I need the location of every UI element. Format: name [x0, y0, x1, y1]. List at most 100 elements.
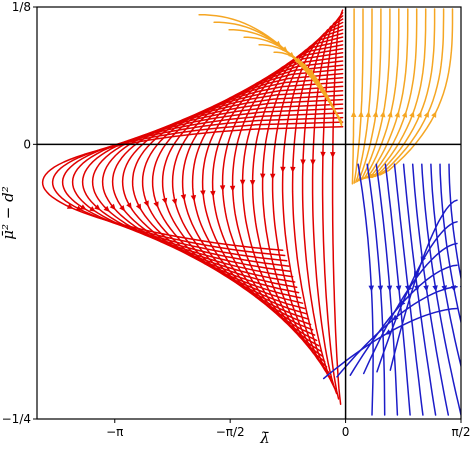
- streamline: [448, 163, 461, 282]
- flow-arrow: [320, 151, 326, 158]
- flow-arrow: [200, 190, 206, 197]
- flow-arrow: [377, 285, 384, 292]
- flow-arrow: [143, 200, 149, 207]
- streamline: [362, 242, 458, 375]
- flow-arrow: [423, 111, 429, 118]
- flow-arrow: [392, 314, 399, 321]
- streamline: [365, 8, 427, 179]
- flow-arrow: [270, 173, 276, 180]
- flow-arrow: [301, 63, 308, 70]
- streamline: [430, 163, 461, 369]
- flow-arrow: [219, 185, 226, 192]
- flow-arrow: [180, 194, 187, 201]
- streamline: [363, 8, 418, 179]
- flow-arrow: [330, 152, 336, 159]
- flow-arrow: [432, 285, 438, 292]
- flow-arrow: [260, 173, 266, 180]
- flow-arrow: [249, 180, 256, 187]
- streamline: [273, 51, 343, 127]
- flow-arrow: [386, 285, 393, 292]
- flow-arrow: [350, 110, 357, 117]
- flow-arrow: [406, 285, 413, 292]
- streamline: [281, 25, 344, 379]
- streamline: [311, 15, 344, 395]
- reference-lines: [37, 7, 461, 419]
- streamline: [370, 8, 454, 176]
- streamline: [351, 8, 355, 185]
- flow-arrow: [280, 166, 286, 173]
- flow-arrow: [210, 190, 216, 197]
- flow-arrow: [365, 110, 371, 118]
- flow-arrow: [450, 285, 457, 292]
- flow-arrow: [89, 206, 96, 212]
- streamline: [71, 112, 344, 267]
- x-tick-label: 0: [342, 425, 350, 439]
- streamline: [61, 116, 344, 262]
- streamline: [261, 32, 344, 368]
- streamline: [439, 163, 461, 326]
- streamline: [368, 8, 445, 177]
- axis-ticks: −π −π/2 0 π/2 1/8 0 −1/4: [2, 0, 471, 439]
- flow-arrow: [308, 68, 314, 76]
- flow-arrow: [409, 111, 415, 118]
- streamline: [393, 163, 424, 416]
- streamline: [389, 199, 458, 371]
- streamline: [366, 8, 436, 178]
- streamline: [353, 8, 364, 184]
- flow-arrow: [239, 179, 246, 186]
- flow-arrow: [384, 329, 392, 335]
- streamline: [355, 8, 373, 184]
- streamline: [321, 12, 344, 400]
- streamline: [360, 8, 400, 181]
- flow-arrow: [229, 185, 236, 192]
- y-tick-label: 1/8: [12, 0, 31, 14]
- flow-arrow: [94, 204, 101, 211]
- streamline: [411, 163, 450, 416]
- streamline: [366, 163, 386, 416]
- streamline: [336, 286, 458, 378]
- flow-arrow: [387, 111, 393, 118]
- streamline: [356, 8, 382, 183]
- flow-arrow: [358, 110, 364, 118]
- flow-arrow: [290, 166, 296, 173]
- streamline: [421, 163, 461, 416]
- flow-arrow: [372, 110, 379, 118]
- y-axis-label: μ̄² − d̄²: [0, 186, 17, 239]
- flow-arrow: [401, 111, 408, 118]
- streamline: [358, 8, 391, 182]
- flow-arrow: [66, 203, 74, 209]
- flow-arrow: [103, 205, 110, 212]
- flow-arrow: [79, 204, 87, 210]
- streamline: [221, 48, 344, 347]
- streamline: [402, 163, 437, 416]
- flow-arrow: [171, 198, 178, 206]
- flow-arrow: [441, 285, 447, 292]
- streamline: [331, 9, 344, 405]
- flow-arrow: [126, 202, 132, 209]
- y-tick-label: 0: [23, 137, 31, 151]
- x-tick-label: −π: [106, 425, 123, 439]
- flow-arrow: [399, 299, 406, 307]
- streamline: [357, 163, 374, 416]
- streamline: [375, 163, 399, 416]
- streamline: [361, 8, 409, 180]
- flow-arrow: [161, 197, 168, 205]
- flow-arrow: [119, 205, 126, 212]
- flow-arrow: [423, 285, 429, 292]
- flow-arrow: [413, 270, 420, 278]
- flow-arrow: [300, 159, 306, 166]
- flow-arrow: [190, 195, 197, 202]
- streamline: [291, 21, 344, 384]
- streamline: [384, 163, 411, 416]
- x-axis-label: λ̄: [259, 429, 270, 447]
- flow-arrow: [394, 111, 400, 118]
- streamline: [376, 221, 458, 373]
- flow-arrow: [395, 285, 402, 292]
- flow-arrow: [310, 159, 316, 166]
- streamline: [41, 125, 344, 251]
- plot-frame: [36, 6, 462, 420]
- flow-arrow: [368, 285, 374, 292]
- streamline: [349, 264, 458, 376]
- flow-arrow: [431, 111, 437, 118]
